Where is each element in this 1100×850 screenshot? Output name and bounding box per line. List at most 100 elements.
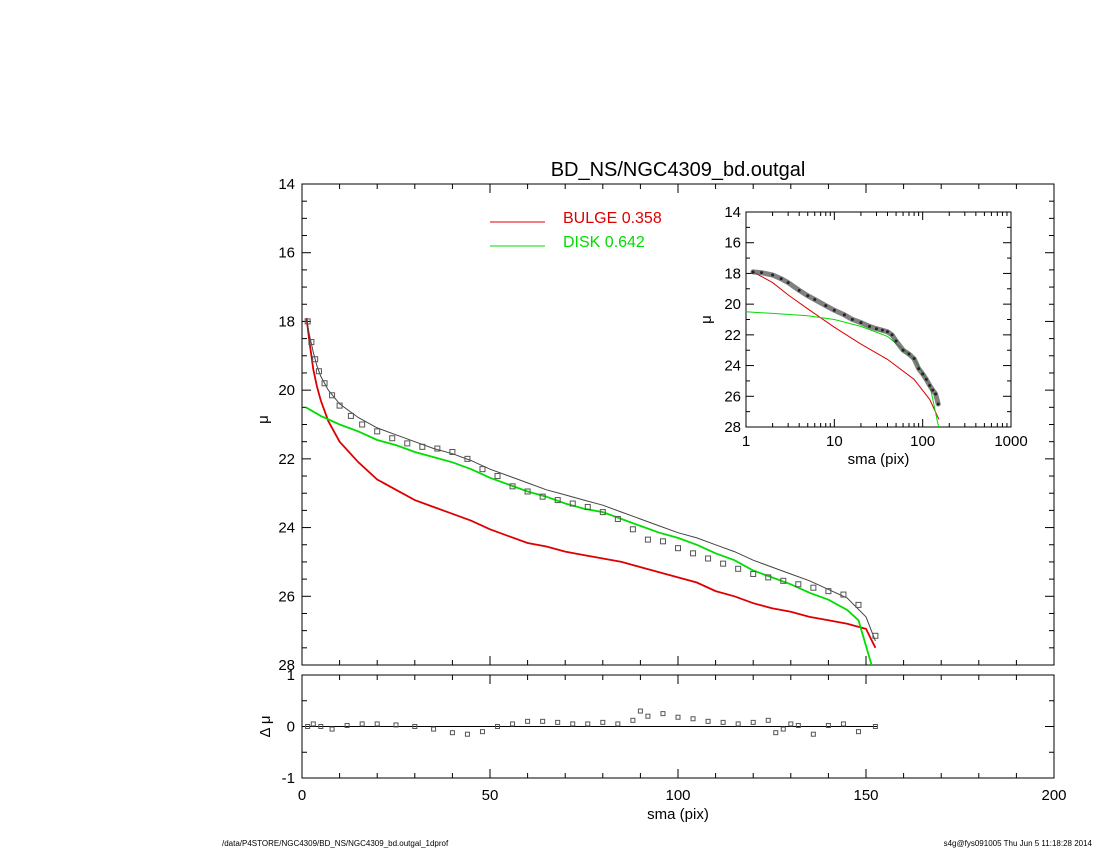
main-data-point xyxy=(315,368,322,375)
inset-data-point xyxy=(901,348,905,352)
main-data-point xyxy=(629,526,636,533)
inset-data-point xyxy=(813,298,817,302)
residual-data-point xyxy=(318,724,324,729)
residual-data-point xyxy=(510,721,516,727)
inset-x-tick-label: 10 xyxy=(826,433,843,450)
legend-label-disk: DISK 0.642 xyxy=(563,234,645,251)
legend: BULGE 0.358 DISK 0.642 xyxy=(490,210,662,251)
main-data-point xyxy=(434,445,441,452)
residual-data-point xyxy=(479,729,485,735)
residual-data-point xyxy=(773,730,779,736)
residual-data-point xyxy=(393,722,399,728)
residual-data-point xyxy=(630,717,636,723)
residual-x-tick-label: 50 xyxy=(482,787,499,804)
inset-data-point xyxy=(797,288,801,292)
inset-data-point xyxy=(936,402,940,406)
inset-data-point xyxy=(912,357,916,361)
inset-y-tick-label: 26 xyxy=(724,388,741,405)
main-y-tick-label: 24 xyxy=(278,520,295,537)
residual-data-point xyxy=(305,724,311,729)
inset-data-point xyxy=(850,318,854,321)
residual-data-point xyxy=(374,721,380,727)
main-data-point xyxy=(304,318,311,325)
main-data-point xyxy=(750,570,757,577)
residual-data-point xyxy=(780,726,786,732)
chart-title: BD_NS/NGC4309_bd.outgal xyxy=(551,159,806,181)
residual-data-point xyxy=(872,724,878,729)
residual-data-point xyxy=(449,730,455,736)
main-plot: 14 16 18 20 22 24 26 28 μ xyxy=(255,176,1055,674)
residual-data-point xyxy=(525,718,531,724)
main-data-point xyxy=(404,440,411,447)
inset-data-point xyxy=(867,324,871,328)
residual-x-tick-label: 150 xyxy=(853,787,878,804)
inset-data-point xyxy=(842,313,846,317)
main-data-point xyxy=(659,538,666,545)
main-data-point xyxy=(449,448,456,455)
main-data-point xyxy=(479,466,486,473)
main-data-point xyxy=(765,574,772,581)
inset-data-point xyxy=(921,372,925,376)
inset-data-point xyxy=(786,281,790,285)
main-data-point xyxy=(780,577,787,584)
main-data-point xyxy=(347,412,354,419)
main-data-point xyxy=(825,588,832,595)
inset-data-point xyxy=(907,352,911,356)
main-y-tick-label: 28 xyxy=(278,657,295,674)
main-data-point xyxy=(599,509,606,516)
residual-data-point xyxy=(495,724,501,729)
main-data-point xyxy=(644,536,651,543)
residual-data-point xyxy=(855,729,861,735)
residual-data-point xyxy=(540,718,546,724)
main-y-tick-label: 14 xyxy=(278,176,295,193)
footer-timestamp: s4g@fys091005 Thu Jun 5 11:18:28 2014 xyxy=(943,839,1092,848)
residual-data-point xyxy=(795,722,801,728)
residual-data-point xyxy=(310,721,316,727)
residual-data-point xyxy=(825,722,831,728)
residual-data-point xyxy=(690,716,696,722)
inset-data-point xyxy=(771,273,775,277)
inset-data-point xyxy=(934,392,938,396)
main-data-point xyxy=(509,483,516,490)
residual-x-tick-label: 200 xyxy=(1041,787,1066,804)
inset-data-point xyxy=(890,333,894,337)
inset-data-point xyxy=(824,304,828,308)
main-data-point xyxy=(614,515,621,522)
inset-y-tick-label: 20 xyxy=(724,296,741,313)
main-data-point xyxy=(321,380,328,387)
residual-data-point xyxy=(359,721,365,727)
residual-data-point xyxy=(637,708,643,714)
inset-data-point xyxy=(806,294,810,298)
main-data-point xyxy=(494,473,501,480)
inset-data-point xyxy=(894,339,898,343)
main-data-point xyxy=(675,545,681,552)
inset-data-point xyxy=(874,327,878,331)
main-y-tick-label: 16 xyxy=(278,245,295,262)
main-data-point xyxy=(389,435,396,442)
main-data-point xyxy=(374,428,381,435)
inset-y-tick-label: 22 xyxy=(724,327,741,344)
residual-data-point xyxy=(555,719,561,725)
main-y-tick-label: 20 xyxy=(278,382,295,399)
residual-y-tick-label: 0 xyxy=(287,719,295,736)
residual-data-point xyxy=(585,721,591,727)
residual-data-point xyxy=(720,719,726,725)
main-data-point xyxy=(359,421,366,428)
main-series-bulge xyxy=(305,317,877,649)
main-data-point xyxy=(336,402,343,409)
main-y-axis-label: μ xyxy=(255,415,272,424)
inset-data-point xyxy=(832,308,836,312)
main-y-tick-label: 22 xyxy=(278,451,295,468)
main-data-point xyxy=(735,565,742,572)
residual-data-point xyxy=(645,713,651,719)
inset-x-axis-label: sma (pix) xyxy=(848,451,910,468)
main-data-point xyxy=(690,550,697,557)
main-series-disk xyxy=(305,406,873,665)
main-data-point xyxy=(308,339,315,346)
inset-plot: 14 16 18 20 22 24 26 281 10 100 1000 sma (pix) μ xyxy=(698,204,1028,468)
residual-data-point xyxy=(810,731,816,737)
legend-label-bulge: BULGE 0.358 xyxy=(563,210,662,227)
residual-data-point xyxy=(788,721,794,727)
residual-y-tick-label: -1 xyxy=(282,770,295,787)
